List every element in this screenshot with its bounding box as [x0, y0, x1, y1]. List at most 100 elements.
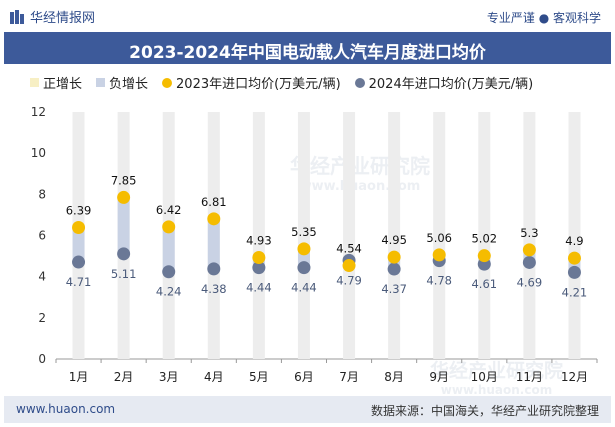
background-track: [297, 112, 310, 359]
background-track: [252, 112, 265, 359]
data-label-2023: 7.85: [111, 173, 137, 187]
brand: 华经情报网: [10, 7, 95, 26]
background-track: [343, 112, 356, 359]
point-2024: [117, 247, 131, 261]
data-label-2023: 4.93: [246, 234, 272, 248]
y-tick-label: 12: [31, 105, 46, 119]
point-2024: [162, 265, 176, 279]
x-tick-label: 1月: [69, 370, 89, 384]
data-label-2024: 4.44: [246, 281, 272, 295]
brand-name: 华经情报网: [30, 11, 96, 26]
point-2023: [252, 251, 266, 265]
background-track: [478, 112, 491, 359]
point-2023: [477, 249, 491, 263]
data-label-2024: 4.79: [336, 273, 362, 287]
series-2024-swatch: [354, 77, 365, 88]
x-tick-label: 10月: [471, 370, 498, 384]
y-tick-label: 10: [31, 146, 46, 160]
point-2023: [522, 243, 536, 257]
point-2023: [297, 242, 311, 256]
data-label-2024: 4.24: [156, 285, 182, 299]
legend-label-decrease: 负增长: [109, 77, 149, 92]
data-label-2023: 5.02: [471, 232, 497, 246]
data-label-2024: 4.69: [517, 275, 543, 289]
x-tick-label: 7月: [339, 370, 359, 384]
data-label-2023: 6.81: [201, 195, 227, 209]
decrease-swatch: [96, 78, 106, 87]
tagline: 专业严谨 ● 客观科学: [486, 11, 601, 25]
data-label-2024: 4.78: [426, 274, 452, 288]
footer-website[interactable]: www.huaon.com: [16, 402, 116, 416]
point-2024: [567, 265, 581, 279]
data-label-2023: 4.95: [381, 233, 407, 247]
point-2023: [207, 212, 221, 226]
point-2023: [387, 250, 401, 264]
data-label-2023: 4.54: [336, 242, 362, 256]
y-tick-label: 4: [38, 270, 46, 284]
series-2023-swatch: [162, 77, 173, 88]
legend-item-2023: 2023年进口均价(万美元/辆): [162, 73, 341, 92]
data-label-2024: 5.11: [111, 267, 137, 281]
point-2023: [72, 220, 86, 234]
legend-item-2024: 2024年进口均价(万美元/辆): [354, 73, 534, 92]
data-label-2023: 6.39: [66, 203, 92, 217]
legend: 正增长 负增长 2023年进口均价(万美元/辆) 2024年进口均价(万美元/辆…: [30, 73, 547, 92]
point-2024: [207, 262, 221, 276]
increase-swatch: [30, 78, 39, 87]
background-track: [523, 112, 536, 359]
background-track: [388, 112, 401, 359]
data-label-2023: 5.3: [520, 226, 538, 240]
legend-item-decrease: 负增长: [96, 73, 148, 92]
decrease-bar: [162, 226, 175, 272]
x-tick-label: 8月: [384, 370, 404, 384]
x-tick-label: 9月: [429, 370, 449, 384]
top-bar: 华经情报网 专业严谨 ● 客观科学: [0, 0, 615, 32]
data-label-2023: 4.9: [565, 234, 583, 248]
data-label-2023: 6.42: [156, 203, 182, 217]
data-label-2024: 4.38: [201, 282, 227, 296]
legend-item-increase: 正增长: [30, 73, 82, 92]
point-2024: [72, 255, 86, 269]
background-track: [568, 112, 581, 359]
x-tick-label: 3月: [159, 370, 179, 384]
title-bar: 2023-2024年中国电动载人汽车月度进口均价: [4, 32, 611, 64]
y-tick-label: 8: [38, 187, 46, 201]
x-tick-label: 11月: [516, 370, 543, 384]
y-tick-label: 2: [38, 311, 46, 325]
y-tick-label: 6: [38, 229, 46, 243]
x-tick-label: 12月: [561, 370, 588, 384]
point-2023: [567, 251, 581, 265]
decrease-bar: [117, 197, 130, 254]
point-2023: [432, 248, 446, 262]
x-tick-label: 4月: [204, 370, 224, 384]
footer-bar: www.huaon.com 数据来源：中国海关，华经产业研究院整理: [4, 396, 611, 423]
chart-title: 2023-2024年中国电动载人汽车月度进口均价: [129, 43, 486, 63]
point-2023: [162, 220, 176, 234]
legend-label-2023: 2023年进口均价(万美元/辆): [176, 77, 341, 92]
decrease-bar: [207, 218, 220, 269]
data-label-2024: 4.21: [562, 285, 588, 299]
data-label-2024: 4.71: [66, 275, 92, 289]
x-tick-label: 2月: [114, 370, 134, 384]
point-2024: [252, 261, 266, 275]
data-label-2023: 5.35: [291, 225, 317, 239]
footer-source: 数据来源：中国海关，华经产业研究院整理: [370, 404, 599, 418]
chart-svg: 0 2 4 6 8 10 12 1月 2月 3月 4月 5月 6月 7月 8月 9月 10月 11月 12月 6.39…: [31, 105, 598, 384]
point-2023: [117, 190, 131, 204]
huajing-logo-icon: [10, 9, 24, 24]
point-2024: [387, 262, 401, 276]
data-label-2024: 4.37: [381, 282, 407, 296]
x-tick-label: 5月: [249, 370, 269, 384]
data-label-2023: 5.06: [426, 231, 452, 245]
point-2023: [342, 259, 356, 273]
background-track: [433, 112, 446, 359]
y-tick-label: 0: [38, 352, 46, 366]
data-label-2024: 4.61: [471, 277, 497, 291]
decrease-bar: [72, 227, 85, 263]
legend-label-increase: 正增长: [43, 77, 83, 92]
legend-label-2024: 2024年进口均价(万美元/辆): [368, 77, 534, 92]
x-tick-label: 6月: [294, 370, 314, 384]
point-2024: [522, 255, 536, 269]
point-2024: [297, 261, 311, 275]
data-label-2024: 4.44: [291, 281, 317, 295]
